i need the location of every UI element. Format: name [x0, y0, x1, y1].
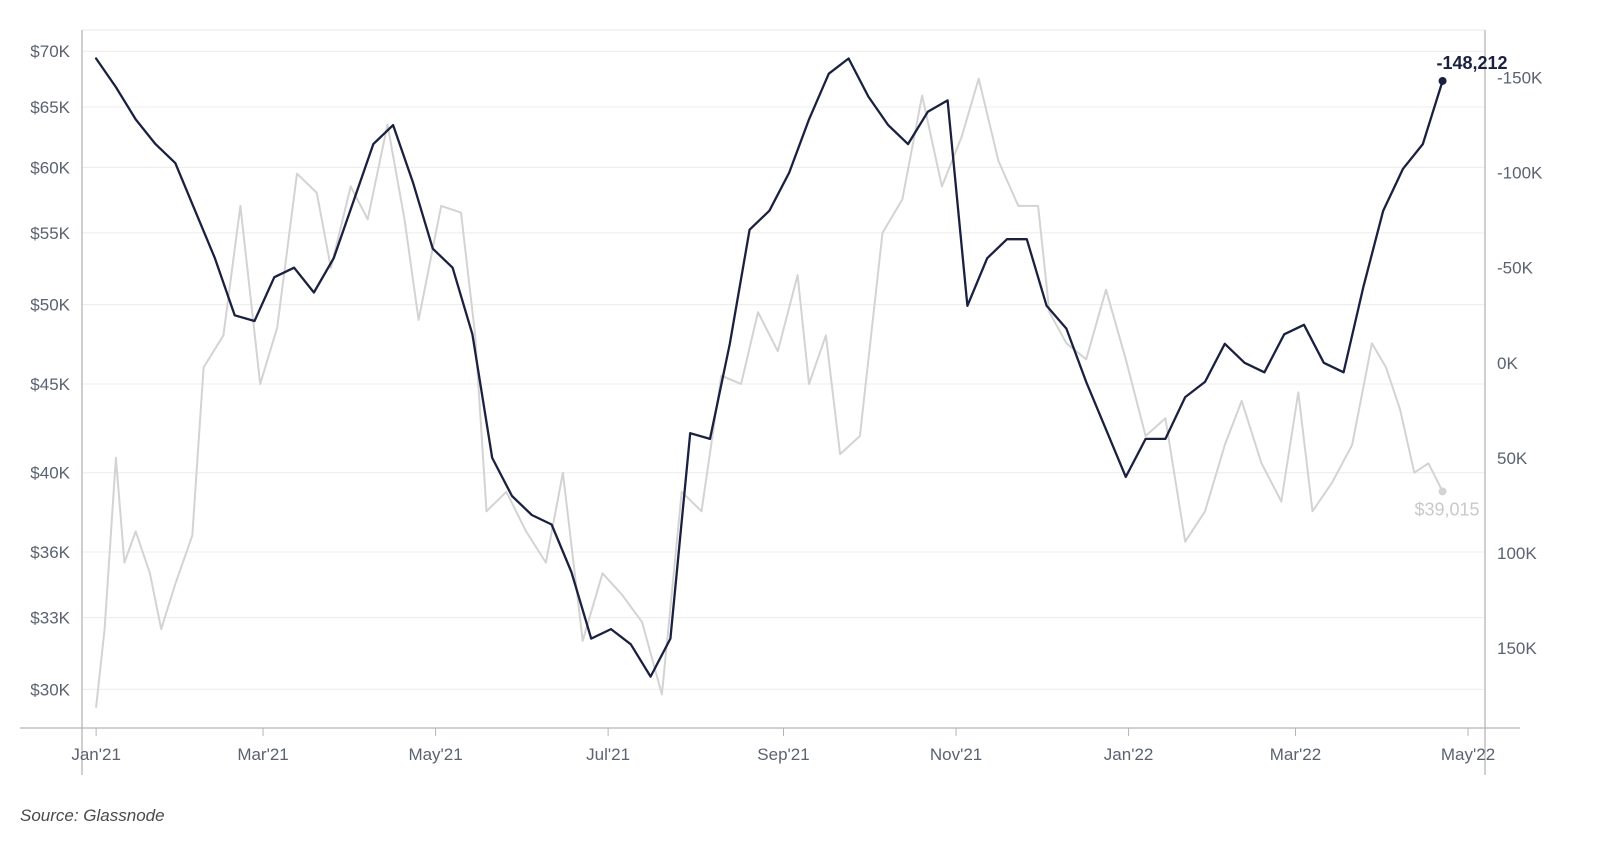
right-tick-label: 0K: [1497, 354, 1518, 373]
price-end-label: $39,015: [1414, 499, 1479, 519]
left-tick-label: $40K: [30, 464, 70, 483]
right-tick-label: -50K: [1497, 259, 1534, 278]
left-tick-label: $65K: [30, 98, 70, 117]
x-tick-label: Mar'21: [237, 745, 288, 764]
axes: [20, 30, 1520, 775]
left-tick-label: $50K: [30, 296, 70, 315]
left-tick-label: $36K: [30, 543, 70, 562]
x-tick-label: May'21: [408, 745, 462, 764]
metric-end-dot: [1438, 76, 1447, 85]
end-labels: $39,015 -148,212: [1414, 53, 1507, 520]
right-axis-ticks: -150K -100K -50K 0K 50K 100K 150K: [1497, 69, 1543, 659]
x-tick-label: Jan'22: [1104, 745, 1154, 764]
gridlines: [82, 29, 1485, 690]
left-tick-label: $33K: [30, 609, 70, 628]
x-tick-label: Mar'22: [1270, 745, 1321, 764]
price-line: [95, 77, 1444, 709]
right-tick-label: -100K: [1497, 164, 1543, 183]
right-tick-label: -150K: [1497, 69, 1543, 88]
left-axis-ticks: $70K $65K $60K $55K $50K $45K $40K $36K $33K $30K: [30, 42, 70, 699]
price-end-dot: [1438, 487, 1447, 496]
metric-end-label: -148,212: [1437, 53, 1508, 73]
right-tick-label: 100K: [1497, 544, 1537, 563]
left-tick-label: $45K: [30, 375, 70, 394]
right-tick-label: 150K: [1497, 639, 1537, 658]
x-tick-label: Jan'21: [71, 745, 121, 764]
x-tick-label: Nov'21: [930, 745, 982, 764]
left-tick-label: $70K: [30, 42, 70, 61]
left-tick-label: $55K: [30, 224, 70, 243]
left-tick-label: $60K: [30, 158, 70, 177]
x-tick-label: May'22: [1441, 745, 1495, 764]
x-tick-label: Jul'21: [586, 745, 630, 764]
right-tick-label: 50K: [1497, 449, 1528, 468]
metric-line: [94, 57, 1444, 678]
left-tick-label: $30K: [30, 680, 70, 699]
x-tick-label: Sep'21: [757, 745, 809, 764]
series-lines: [94, 57, 1444, 709]
source-note: Source: Glassnode: [20, 806, 165, 825]
x-axis-ticks: Jan'21 Mar'21 May'21 Jul'21 Sep'21 Nov'21 Jan'…: [71, 728, 1495, 764]
